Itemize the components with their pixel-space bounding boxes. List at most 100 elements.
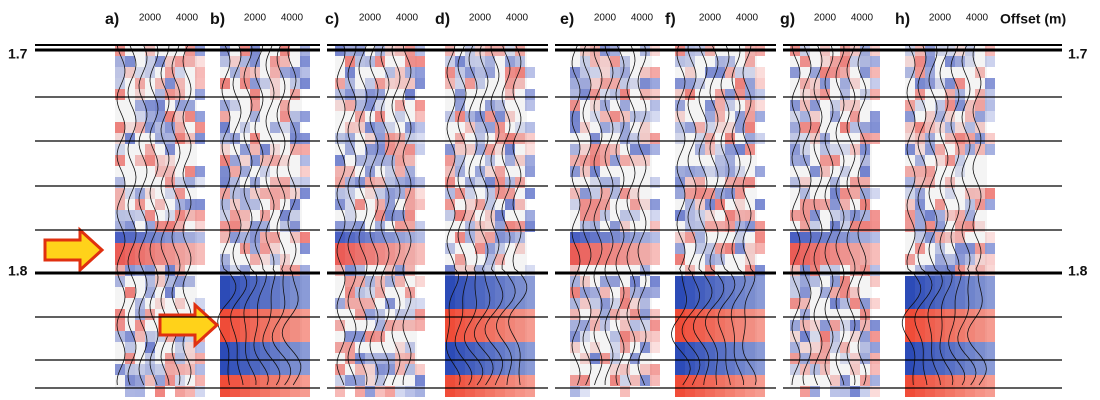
wiggle-trace xyxy=(149,44,159,386)
amplitude-cell xyxy=(630,276,640,287)
amplitude-cell xyxy=(135,386,145,397)
amplitude-cell xyxy=(975,100,985,111)
amplitude-cell xyxy=(375,210,385,221)
amplitude-cell xyxy=(590,111,600,122)
amplitude-cell xyxy=(640,122,650,133)
amplitude-cell xyxy=(650,177,660,188)
amplitude-cell xyxy=(220,353,230,364)
amplitude-cell xyxy=(735,364,745,375)
amplitude-cell xyxy=(385,199,395,210)
amplitude-cell xyxy=(415,386,425,397)
amplitude-cell xyxy=(240,221,250,232)
amplitude-cell xyxy=(220,155,230,166)
amplitude-cell xyxy=(455,265,465,276)
amplitude-cell xyxy=(125,353,135,364)
amplitude-cell xyxy=(385,243,395,254)
amplitude-cell xyxy=(610,67,620,78)
amplitude-cell xyxy=(905,353,915,364)
amplitude-cell xyxy=(465,78,475,89)
amplitude-cell xyxy=(600,287,610,298)
amplitude-cell xyxy=(705,364,715,375)
amplitude-cell xyxy=(515,155,525,166)
amplitude-cell xyxy=(610,111,620,122)
amplitude-cell xyxy=(640,67,650,78)
amplitude-cell xyxy=(570,375,580,386)
amplitude-cell xyxy=(485,265,495,276)
amplitude-cell xyxy=(415,243,425,254)
amplitude-cell xyxy=(860,188,870,199)
amplitude-cell xyxy=(840,320,850,331)
amplitude-cell xyxy=(115,177,125,188)
amplitude-cell xyxy=(955,320,965,331)
wiggle-trace xyxy=(692,44,713,386)
amplitude-cell xyxy=(620,243,630,254)
amplitude-cell xyxy=(270,331,280,342)
amplitude-cell xyxy=(830,254,840,265)
amplitude-cell xyxy=(925,144,935,155)
panel-label: g) xyxy=(780,11,795,28)
amplitude-cell xyxy=(735,276,745,287)
amplitude-cell xyxy=(185,386,195,397)
amplitude-cell xyxy=(590,133,600,144)
amplitude-cell xyxy=(735,331,745,342)
amplitude-cell xyxy=(195,78,205,89)
amplitude-cell xyxy=(870,56,880,67)
amplitude-cell xyxy=(860,309,870,320)
amplitude-cell xyxy=(745,254,755,265)
amplitude-cell xyxy=(570,89,580,100)
amplitude-cell xyxy=(515,133,525,144)
amplitude-cell xyxy=(495,298,505,309)
amplitude-cell xyxy=(590,210,600,221)
amplitude-cell xyxy=(355,254,365,265)
amplitude-cell xyxy=(830,298,840,309)
amplitude-cell xyxy=(810,265,820,276)
amplitude-cell xyxy=(415,100,425,111)
amplitude-cell xyxy=(405,232,415,243)
amplitude-cell xyxy=(355,221,365,232)
amplitude-cell xyxy=(415,320,425,331)
amplitude-cell xyxy=(925,265,935,276)
amplitude-cell xyxy=(830,56,840,67)
amplitude-cell xyxy=(870,375,880,386)
amplitude-cell xyxy=(945,155,955,166)
amplitude-cell xyxy=(405,386,415,397)
amplitude-cell xyxy=(240,309,250,320)
amplitude-cell xyxy=(485,287,495,298)
amplitude-cell xyxy=(415,56,425,67)
amplitude-cell xyxy=(280,309,290,320)
amplitude-cell xyxy=(925,353,935,364)
amplitude-cell xyxy=(675,353,685,364)
amplitude-cell xyxy=(790,177,800,188)
amplitude-cell xyxy=(385,133,395,144)
amplitude-cell xyxy=(640,265,650,276)
amplitude-cell xyxy=(715,342,725,353)
offset-tick-label: 2000 xyxy=(359,13,382,24)
amplitude-cell xyxy=(725,221,735,232)
wiggle-trace xyxy=(901,44,922,386)
amplitude-cell xyxy=(365,353,375,364)
amplitude-cell xyxy=(935,78,945,89)
amplitude-cell xyxy=(755,265,765,276)
amplitude-cell xyxy=(220,298,230,309)
wiggle-trace xyxy=(927,44,943,386)
amplitude-cell xyxy=(745,298,755,309)
amplitude-cell xyxy=(925,78,935,89)
amplitude-cell xyxy=(175,342,185,353)
amplitude-cell xyxy=(270,342,280,353)
amplitude-cell xyxy=(705,287,715,298)
amplitude-cell xyxy=(745,386,755,397)
amplitude-cell xyxy=(965,133,975,144)
amplitude-cell xyxy=(300,375,310,386)
amplitude-cell xyxy=(280,320,290,331)
amplitude-cell xyxy=(830,232,840,243)
amplitude-cell xyxy=(870,320,880,331)
time-label: 1.8 xyxy=(8,263,28,279)
amplitude-cell xyxy=(800,78,810,89)
amplitude-cell xyxy=(715,375,725,386)
amplitude-cell xyxy=(905,309,915,320)
amplitude-cell xyxy=(220,100,230,111)
wiggle-trace xyxy=(681,44,701,386)
amplitude-cell xyxy=(335,188,345,199)
amplitude-cell xyxy=(600,309,610,320)
amplitude-cell xyxy=(125,364,135,375)
